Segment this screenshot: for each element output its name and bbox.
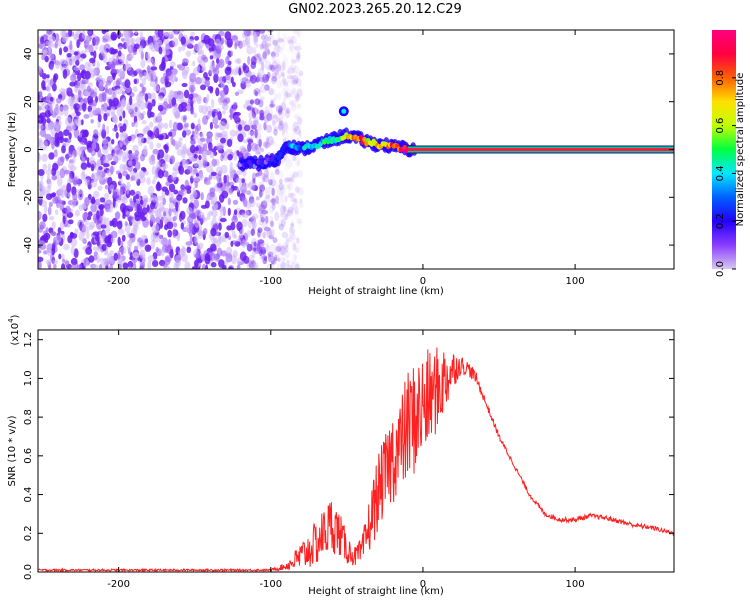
colorbar-tick-label: 0.2 bbox=[715, 213, 726, 229]
colorbar-gradient bbox=[712, 30, 736, 269]
y-tick-label: 0.2 bbox=[23, 525, 34, 541]
spectrogram-data bbox=[38, 30, 674, 269]
x-tick-label: 0 bbox=[420, 276, 426, 287]
x-tick-label: -100 bbox=[259, 276, 282, 287]
colorbar-tick-label: 0.8 bbox=[715, 70, 726, 86]
snr-data bbox=[38, 347, 674, 572]
y-scale-exponent: 4 bbox=[7, 318, 15, 323]
y-tick-label: 40 bbox=[23, 48, 34, 61]
figure-title: GN02.2023.265.20.12.C29 bbox=[288, 2, 462, 17]
plot-frame bbox=[37, 329, 675, 573]
y-tick-label: 20 bbox=[23, 95, 34, 108]
y-scale-close: ) bbox=[10, 314, 21, 318]
steady-band-core bbox=[407, 148, 674, 151]
x-tick-label: -200 bbox=[107, 276, 130, 287]
y-tick-label: 0.0 bbox=[23, 564, 34, 580]
x-axis-label: Height of straight line (km) bbox=[308, 586, 444, 597]
ridge-trace bbox=[237, 106, 674, 172]
x-tick-label: 100 bbox=[566, 579, 585, 590]
y-tick-label: 0.4 bbox=[23, 487, 34, 503]
y-tick-label: 0 bbox=[23, 146, 34, 152]
y-scale-factor: (x104) bbox=[7, 314, 21, 345]
y-tick-label: 1.2 bbox=[23, 332, 34, 348]
x-tick-label: 0 bbox=[420, 579, 426, 590]
x-tick-label: -200 bbox=[107, 579, 130, 590]
plot-background bbox=[38, 330, 674, 572]
y-tick-label: -40 bbox=[23, 237, 34, 253]
y-tick-label: -20 bbox=[23, 189, 34, 205]
x-axis-label: Height of straight line (km) bbox=[308, 286, 444, 297]
y-axis-label: SNR (10 * v/v) bbox=[7, 415, 18, 486]
colorbar-tick-label: 0.6 bbox=[715, 118, 726, 134]
snr-series-line bbox=[38, 347, 674, 572]
snr-panel: -200 -100 0 100 0.0 0.2 0.4 0.6 0.8 1.0 1.2 Height … bbox=[7, 314, 675, 597]
x-tick-label: 100 bbox=[566, 276, 585, 287]
colorbar-tick-label: 0.0 bbox=[715, 261, 726, 277]
y-tick-label: 0.6 bbox=[23, 448, 34, 464]
y-scale-base: (x10 bbox=[10, 323, 21, 346]
x-tick-label: -100 bbox=[259, 579, 282, 590]
y-axis-label: Frequency (Hz) bbox=[7, 112, 18, 188]
colorbar-label: Normalized spectral amplitude bbox=[735, 73, 746, 227]
colorbar: 0.0 0.2 0.4 0.6 0.8 Normalized spectral ampli… bbox=[712, 30, 746, 277]
y-tick-label: 1.0 bbox=[23, 370, 34, 386]
y-tick-label: 0.8 bbox=[23, 409, 34, 425]
colorbar-tick-label: 0.4 bbox=[715, 165, 726, 181]
